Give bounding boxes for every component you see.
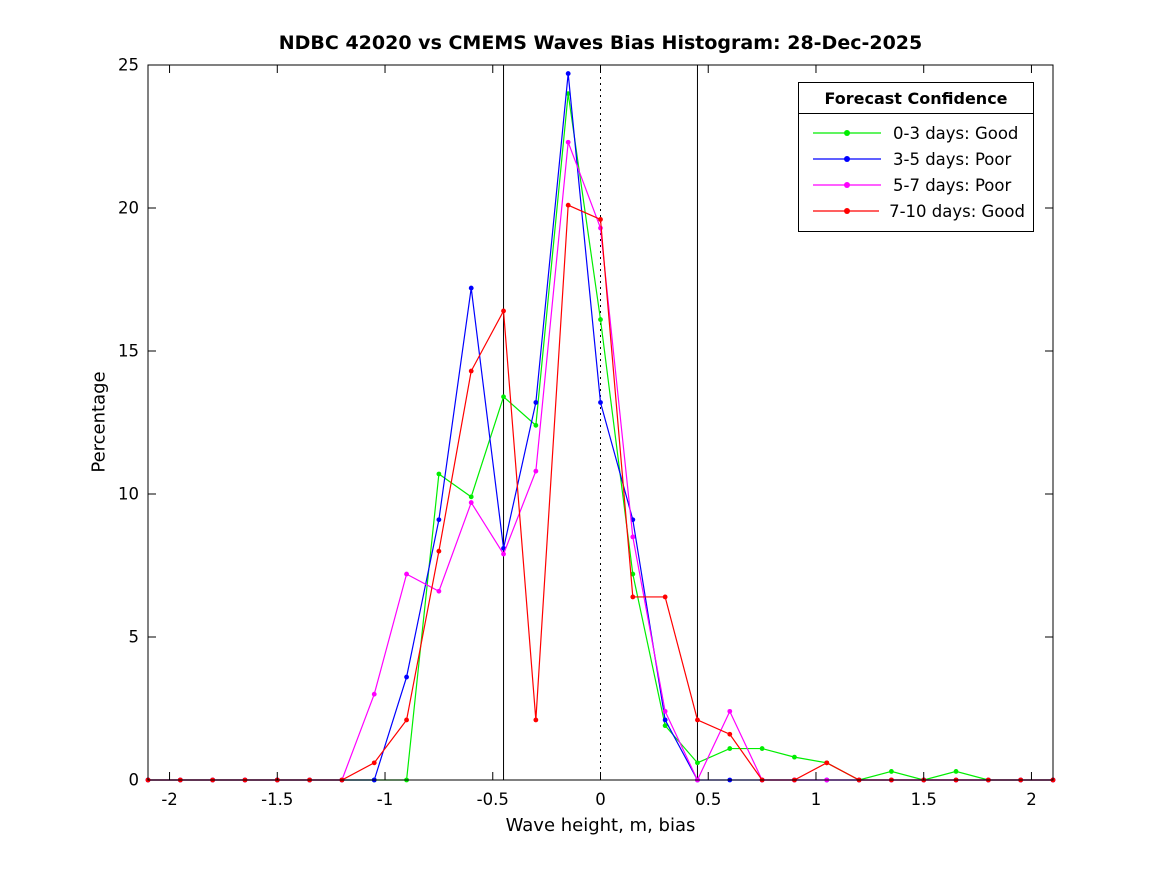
legend-item-label: 0-3 days: Good [893, 123, 1019, 143]
y-tick-label: 5 [129, 628, 140, 647]
y-tick-label: 10 [118, 485, 139, 504]
data-point-marker [630, 534, 636, 540]
x-tick-label: 1 [811, 790, 822, 809]
x-tick-label: -2 [161, 790, 177, 809]
data-point-marker [533, 422, 539, 428]
data-point-marker [501, 551, 506, 557]
x-tick-label: 0 [595, 790, 606, 809]
data-point-marker [630, 571, 636, 577]
data-point-marker [404, 674, 409, 680]
y-axis-label: Percentage [88, 371, 110, 473]
data-point-marker [468, 368, 474, 374]
data-point-marker [501, 308, 506, 314]
data-point-marker [824, 760, 830, 766]
data-point-marker [371, 691, 377, 697]
data-point-marker [468, 494, 474, 500]
data-point-marker [436, 471, 442, 477]
data-point-marker [404, 717, 409, 723]
data-point-marker [565, 202, 571, 208]
data-point-marker [598, 400, 603, 405]
legend-item-label: 3-5 days: Poor [893, 149, 1012, 169]
x-tick-label: 2 [1026, 790, 1037, 809]
y-tick-label: 15 [118, 342, 139, 361]
legend-item-label: 5-7 days: Poor [893, 175, 1012, 195]
data-point-marker [598, 217, 603, 222]
data-point-marker [436, 548, 442, 554]
data-point-marker [662, 717, 668, 723]
data-point-marker [533, 468, 539, 474]
data-point-marker [501, 394, 506, 400]
x-tick-label: -0.5 [477, 790, 509, 809]
data-point-marker [533, 400, 539, 405]
data-point-marker [533, 717, 539, 723]
data-point-marker [598, 317, 603, 322]
data-point-marker [565, 71, 571, 76]
data-point-marker [436, 517, 442, 523]
data-point-marker [792, 754, 797, 760]
data-point-marker [565, 91, 571, 96]
legend: Forecast Confidence 0-3 days: Good 3-5 da… [798, 82, 1034, 232]
data-point-marker [727, 746, 733, 751]
data-point-marker [727, 708, 733, 714]
x-tick-label: 1.5 [911, 790, 937, 809]
legend-items: 0-3 days: Good 3-5 days: Poor 5-7 days: Po… [799, 114, 1033, 231]
legend-item-label: 7-10 days: Good [889, 201, 1025, 221]
x-tick-label: 0.5 [695, 790, 721, 809]
data-point-marker [404, 571, 409, 577]
data-point-marker [662, 723, 668, 729]
x-axis-label: Wave height, m, bias [505, 815, 696, 836]
legend-line-sample [813, 208, 880, 214]
legend-title: Forecast Confidence [799, 83, 1033, 114]
legend-item: 3-5 days: Poor [811, 146, 1025, 172]
data-point-marker [565, 139, 571, 145]
legend-item: 5-7 days: Poor [811, 172, 1025, 198]
y-tick-label: 0 [129, 771, 140, 790]
legend-item: 7-10 days: Good [811, 198, 1025, 224]
data-point-marker [759, 746, 765, 751]
legend-line-sample [813, 182, 881, 188]
data-point-marker [695, 717, 700, 723]
data-point-marker [953, 769, 959, 774]
data-point-marker [436, 588, 442, 594]
legend-line-sample [813, 130, 881, 136]
data-point-marker [888, 769, 894, 774]
data-point-marker [695, 760, 700, 766]
data-point-marker [468, 500, 474, 505]
data-point-marker [371, 760, 377, 766]
y-tick-label: 20 [118, 199, 139, 218]
x-tick-label: -1 [377, 790, 393, 809]
data-point-marker [662, 594, 668, 600]
y-tick-label: 25 [118, 56, 139, 75]
data-point-marker [662, 708, 668, 714]
legend-line-sample [813, 156, 881, 162]
chart-title: NDBC 42020 vs CMEMS Waves Bias Histogram… [278, 32, 923, 54]
legend-item: 0-3 days: Good [811, 120, 1025, 146]
data-point-marker [468, 285, 474, 291]
data-point-marker [727, 731, 733, 737]
x-tick-label: -1.5 [261, 790, 293, 809]
data-point-marker [630, 594, 636, 600]
